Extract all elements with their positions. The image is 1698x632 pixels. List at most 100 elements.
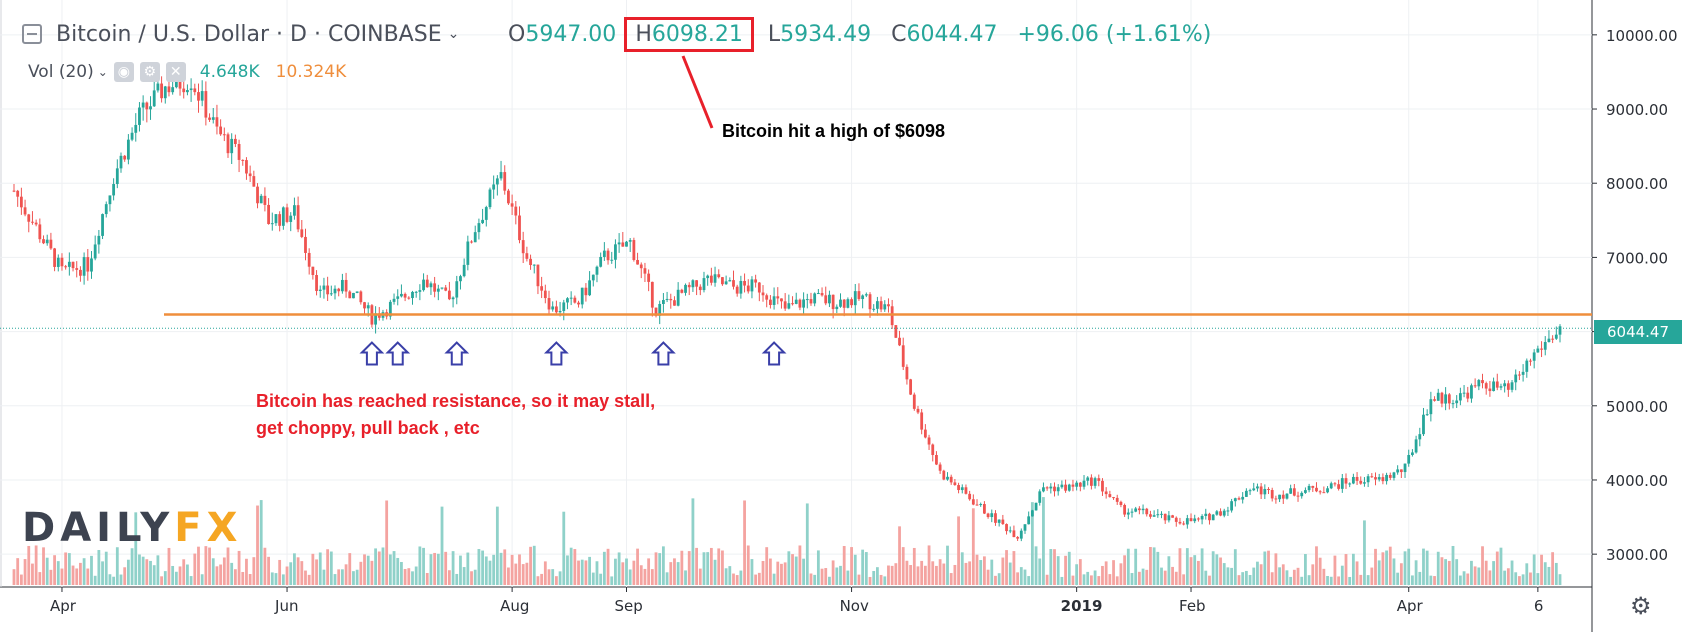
candle-body (1049, 486, 1053, 489)
volume-bar (1407, 548, 1411, 585)
candle-body (1211, 514, 1215, 521)
candle-body (673, 300, 676, 306)
volume-bar (1211, 551, 1215, 585)
volume-bar (392, 551, 396, 585)
candle-body (27, 214, 31, 222)
volume-bar (348, 553, 352, 585)
volume-bar (1348, 576, 1352, 585)
support-arrow-icon (385, 341, 411, 366)
candle-body (256, 186, 259, 204)
volume-bar (580, 559, 584, 585)
candle-body (1359, 480, 1363, 484)
candle-body (233, 138, 237, 144)
candle-body (912, 394, 916, 409)
candle-body (588, 280, 591, 296)
chevron-down-icon[interactable]: ⌄ (447, 26, 460, 42)
volume-bar (595, 561, 599, 585)
candle-body (768, 299, 772, 305)
volume-bar (167, 547, 171, 585)
volume-bar (783, 562, 787, 585)
volume-bar (1248, 574, 1252, 585)
volume-bar (1377, 560, 1381, 585)
candle-body (942, 470, 946, 480)
volume-bar (1104, 561, 1108, 585)
candle-body (171, 87, 175, 93)
candle-body (824, 295, 828, 304)
candle-body (1429, 399, 1433, 415)
volume-bar (1318, 557, 1322, 585)
candle-body (724, 281, 728, 285)
volume-bar (1289, 576, 1293, 585)
candle-body (1097, 478, 1101, 481)
candle-body (1115, 497, 1119, 502)
support-arrow-icon (359, 341, 385, 366)
volume-bar (643, 568, 647, 585)
candle-body (141, 102, 145, 108)
volume-bar (1141, 568, 1145, 585)
volume-bar (521, 564, 525, 585)
close-icon[interactable]: ✕ (165, 62, 186, 82)
candle-body (949, 476, 953, 483)
volume-bar (1492, 561, 1495, 585)
volume-bar (1045, 574, 1049, 585)
candle-body (805, 299, 809, 301)
candle-body (794, 299, 798, 304)
volume-bar (329, 551, 333, 585)
volume-bar (1145, 569, 1149, 585)
volume-bar (355, 569, 359, 585)
candle-body (149, 106, 152, 110)
volume-bar (281, 574, 285, 585)
candle-body (1492, 381, 1495, 392)
volume-bar (503, 549, 507, 585)
eye-icon[interactable]: ◉ (113, 62, 134, 82)
volume-bar (916, 566, 920, 585)
volume-bar (739, 570, 743, 585)
candle-body (602, 250, 606, 257)
candle-body (407, 297, 411, 299)
volume-bar (927, 545, 931, 585)
candle-body (1093, 478, 1097, 486)
candle-body (1322, 492, 1326, 494)
settings-gear-icon[interactable]: ⚙ (1630, 593, 1652, 620)
volume-bar (1536, 573, 1540, 585)
candle-body (1030, 510, 1034, 517)
gear-icon[interactable]: ⚙ (139, 62, 160, 82)
volume-bar (1529, 572, 1532, 585)
volume-bar (1532, 554, 1536, 585)
candle-body (163, 86, 167, 99)
volume-bar (768, 558, 772, 585)
volume-bar (835, 567, 839, 585)
volume-bar (130, 548, 134, 585)
candle-body (1532, 352, 1536, 361)
volume-bar (1149, 547, 1152, 585)
volume-bar (964, 562, 968, 585)
volume-bar (307, 574, 311, 585)
volume-bar (905, 560, 909, 585)
collapse-icon[interactable] (22, 24, 42, 44)
candle-body (1167, 515, 1171, 521)
candle-body (237, 143, 241, 160)
volume-bar (233, 569, 237, 585)
volume-bar (488, 560, 492, 585)
volume-bar (636, 548, 639, 585)
symbol-header[interactable]: Bitcoin / U.S. Dollar · D · COINBASE ⌄ (22, 16, 459, 52)
volume-bar (1385, 550, 1388, 585)
volume-bar (975, 554, 979, 585)
volume-bar (278, 559, 282, 585)
chevron-down-icon[interactable]: ⌄ (97, 65, 108, 79)
volume-bar (750, 559, 754, 585)
volume-bar (1381, 552, 1385, 585)
candle-body (573, 297, 577, 303)
y-tick-label: 9000.00 (1606, 101, 1668, 119)
volume-bar (1119, 563, 1123, 585)
volume-bar (665, 572, 669, 585)
candle-body (554, 306, 558, 313)
volume-bar (1101, 565, 1104, 585)
candle-body (1300, 492, 1304, 497)
candle-body (119, 155, 123, 169)
candle-body (1355, 476, 1359, 481)
volume-bar (19, 574, 23, 585)
volume-bar (1337, 576, 1341, 585)
volume-bar (208, 547, 211, 585)
